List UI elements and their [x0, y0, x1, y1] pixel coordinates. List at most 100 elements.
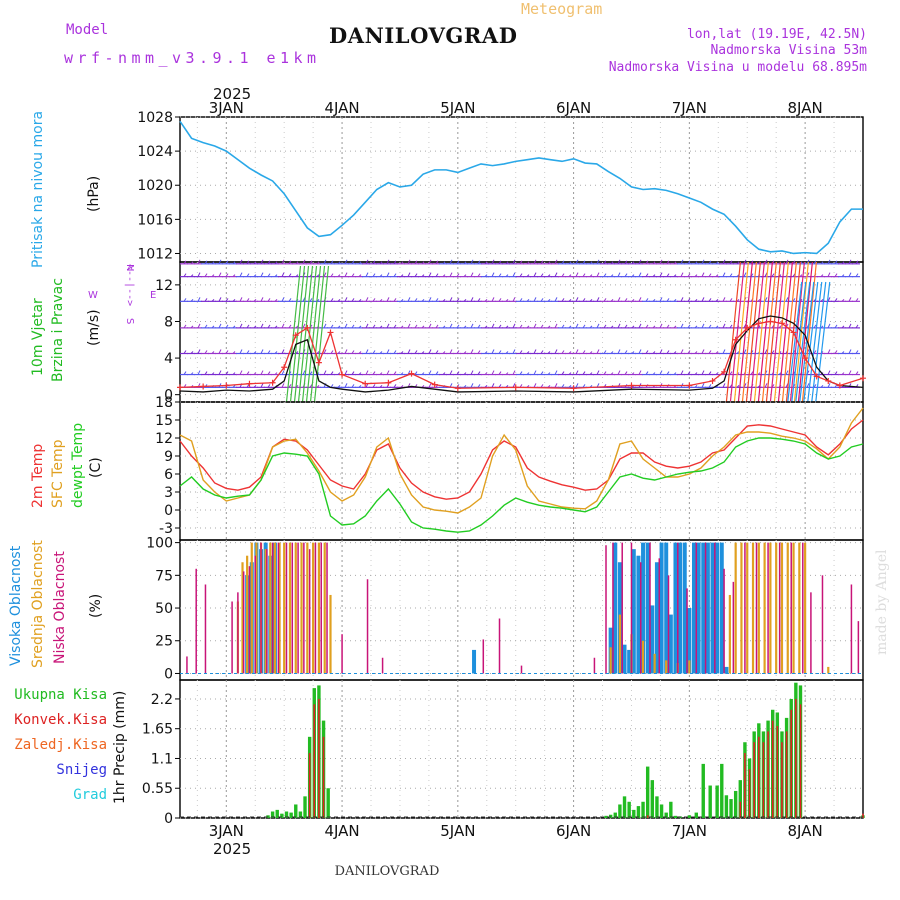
wind-barb — [568, 274, 572, 277]
wind-barb — [337, 325, 341, 329]
wind-barb — [610, 274, 614, 277]
precip-bar — [781, 742, 783, 818]
wind-barb — [428, 297, 432, 302]
cloud-bar — [688, 660, 691, 674]
wind-barb — [463, 274, 467, 277]
wind-barb — [722, 349, 726, 354]
wind-barb — [323, 370, 327, 375]
wind-barb — [372, 260, 376, 265]
precip-bar — [313, 704, 316, 818]
day-label-bottom: 6JAN — [556, 822, 591, 840]
wind-barb — [701, 272, 705, 277]
y-axis-label: Pritisak na nivou mora — [30, 111, 46, 268]
wind-barb — [673, 325, 677, 329]
wind-barb — [435, 273, 439, 277]
wind-barb — [561, 371, 565, 375]
wind-barb — [477, 350, 481, 354]
precip-bar — [673, 815, 678, 818]
wind-barb — [274, 351, 278, 354]
y-tick-label: 4 — [164, 351, 173, 367]
cloud-bar — [798, 542, 801, 674]
wind-barb — [617, 297, 621, 302]
wind-barb — [512, 272, 516, 277]
y-tick-label: 8 — [164, 314, 173, 330]
wind-barb — [288, 384, 292, 388]
wind-barb — [365, 259, 369, 265]
wind-barb — [400, 261, 404, 265]
cloud-bar — [641, 542, 646, 674]
wind-barb — [610, 261, 614, 265]
wind-barb — [330, 298, 334, 302]
y-tick-label: 0 — [164, 811, 173, 827]
y-tick-label: 0.55 — [142, 781, 173, 797]
wind-barb — [225, 298, 229, 302]
cloud-bar — [763, 542, 766, 674]
cloud-bar — [312, 542, 315, 674]
precip-bar — [275, 809, 279, 818]
wind-barb — [477, 324, 481, 329]
y-tick-label: 0 — [164, 503, 173, 519]
wind-barb — [491, 370, 495, 375]
wind-barb — [204, 298, 208, 302]
y-tick-label: 1016 — [137, 212, 173, 228]
wind-barb — [638, 297, 642, 302]
wind-barb — [505, 372, 509, 375]
wind-barb — [834, 324, 838, 329]
wind-barb — [449, 272, 453, 277]
wind-hatch — [745, 261, 761, 403]
wind-barb — [729, 260, 733, 265]
wind-barb — [288, 324, 292, 329]
wind-barb — [603, 350, 607, 354]
wind-barb — [659, 370, 663, 375]
wind-gust-marker — [339, 371, 346, 378]
wind-barb — [526, 351, 530, 354]
wind-barb — [841, 261, 845, 265]
cloud-bar — [323, 542, 326, 674]
wind-barb — [582, 273, 586, 277]
wind-barb — [197, 259, 201, 265]
wind-barb — [673, 298, 677, 302]
wind-barb — [855, 298, 859, 302]
cloud-bar — [715, 542, 720, 674]
cloud-bar — [627, 649, 632, 674]
wind-barb — [701, 383, 705, 388]
wind-barb — [386, 370, 390, 375]
precip-bar — [758, 736, 760, 818]
wind-barb — [253, 385, 257, 388]
wind-barb — [491, 349, 495, 354]
pressure-line — [179, 120, 863, 255]
cloud-bar — [605, 545, 607, 674]
wind-barb — [393, 298, 397, 302]
cloud-bar — [691, 542, 696, 674]
wind-barb — [267, 298, 271, 302]
wind-barb — [841, 351, 845, 354]
cloud-bar — [498, 618, 501, 674]
wind-barb — [554, 370, 558, 375]
wind-barb — [281, 297, 285, 302]
wind-barb — [701, 323, 705, 329]
wind-barb — [183, 260, 187, 265]
wind-gust-marker — [628, 382, 635, 389]
wind-barb — [253, 274, 257, 277]
wind-barb — [428, 349, 432, 354]
panel-frame — [179, 539, 864, 681]
wind-barb — [295, 274, 299, 277]
wind-barb — [365, 323, 369, 329]
y-tick-label: 3 — [164, 485, 173, 501]
wind-barb — [554, 259, 558, 265]
wind-barb — [344, 370, 348, 375]
wind-barb — [358, 351, 362, 354]
wind-barb — [659, 323, 663, 329]
wind-barb — [232, 298, 236, 302]
wind-barb — [414, 273, 418, 277]
precip-bar — [636, 806, 641, 818]
wind-barb — [407, 323, 411, 329]
wind-barb — [694, 351, 698, 354]
wind-barb — [183, 273, 187, 277]
wind-barb — [407, 370, 411, 375]
legend-label: Ukupna Kisa — [14, 687, 107, 703]
compass-label: N — [124, 264, 135, 271]
wind-barb — [463, 385, 467, 388]
wind-barb — [428, 259, 432, 265]
